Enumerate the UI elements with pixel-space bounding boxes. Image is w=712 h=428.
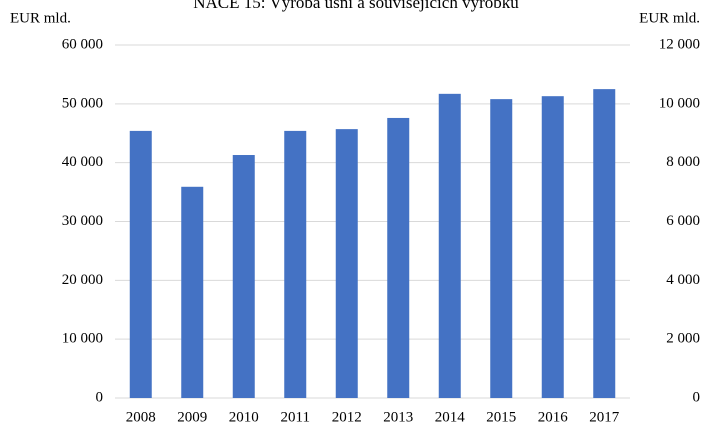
bar	[181, 186, 204, 398]
y2-tick-label: 0	[693, 389, 701, 405]
bar	[541, 96, 564, 398]
x-tick-label: 2010	[229, 409, 259, 425]
y2-tick-label: 10 000	[659, 95, 700, 111]
x-tick-label: 2016	[538, 409, 569, 425]
bar	[490, 99, 513, 399]
x-tick-label: 2017	[589, 409, 620, 425]
bar	[593, 89, 616, 398]
bar	[387, 117, 410, 398]
bar	[284, 130, 307, 398]
y2-tick-label: 6 000	[666, 213, 700, 229]
bar	[438, 93, 461, 398]
y-tick-label: 30 000	[62, 213, 103, 229]
y-tick-label: 60 000	[62, 36, 103, 52]
x-tick-label: 2014	[435, 409, 466, 425]
y-axis-label: EUR mld.	[10, 10, 71, 26]
chart-title: NACE 15: Výroba usní a souvisejících výr…	[193, 0, 519, 12]
bar	[129, 130, 152, 398]
bar	[335, 129, 358, 399]
y2-tick-label: 2 000	[666, 331, 700, 347]
x-tick-label: 2011	[281, 409, 310, 425]
y2-tick-label: 8 000	[666, 154, 700, 170]
y-tick-label: 50 000	[62, 95, 103, 111]
x-tick-label: 2009	[177, 409, 207, 425]
y2-tick-label: 4 000	[666, 272, 700, 288]
y-tick-label: 40 000	[62, 154, 103, 170]
y-tick-label: 10 000	[62, 331, 103, 347]
y-tick-label: 20 000	[62, 272, 103, 288]
y-tick-label: 0	[96, 389, 104, 405]
bar	[232, 155, 255, 398]
x-tick-label: 2008	[126, 409, 156, 425]
x-tick-label: 2015	[486, 409, 516, 425]
x-tick-label: 2012	[332, 409, 362, 425]
y2-axis-label: EUR mld.	[639, 10, 700, 26]
x-tick-label: 2013	[383, 409, 413, 425]
y2-tick-label: 12 000	[659, 36, 700, 52]
